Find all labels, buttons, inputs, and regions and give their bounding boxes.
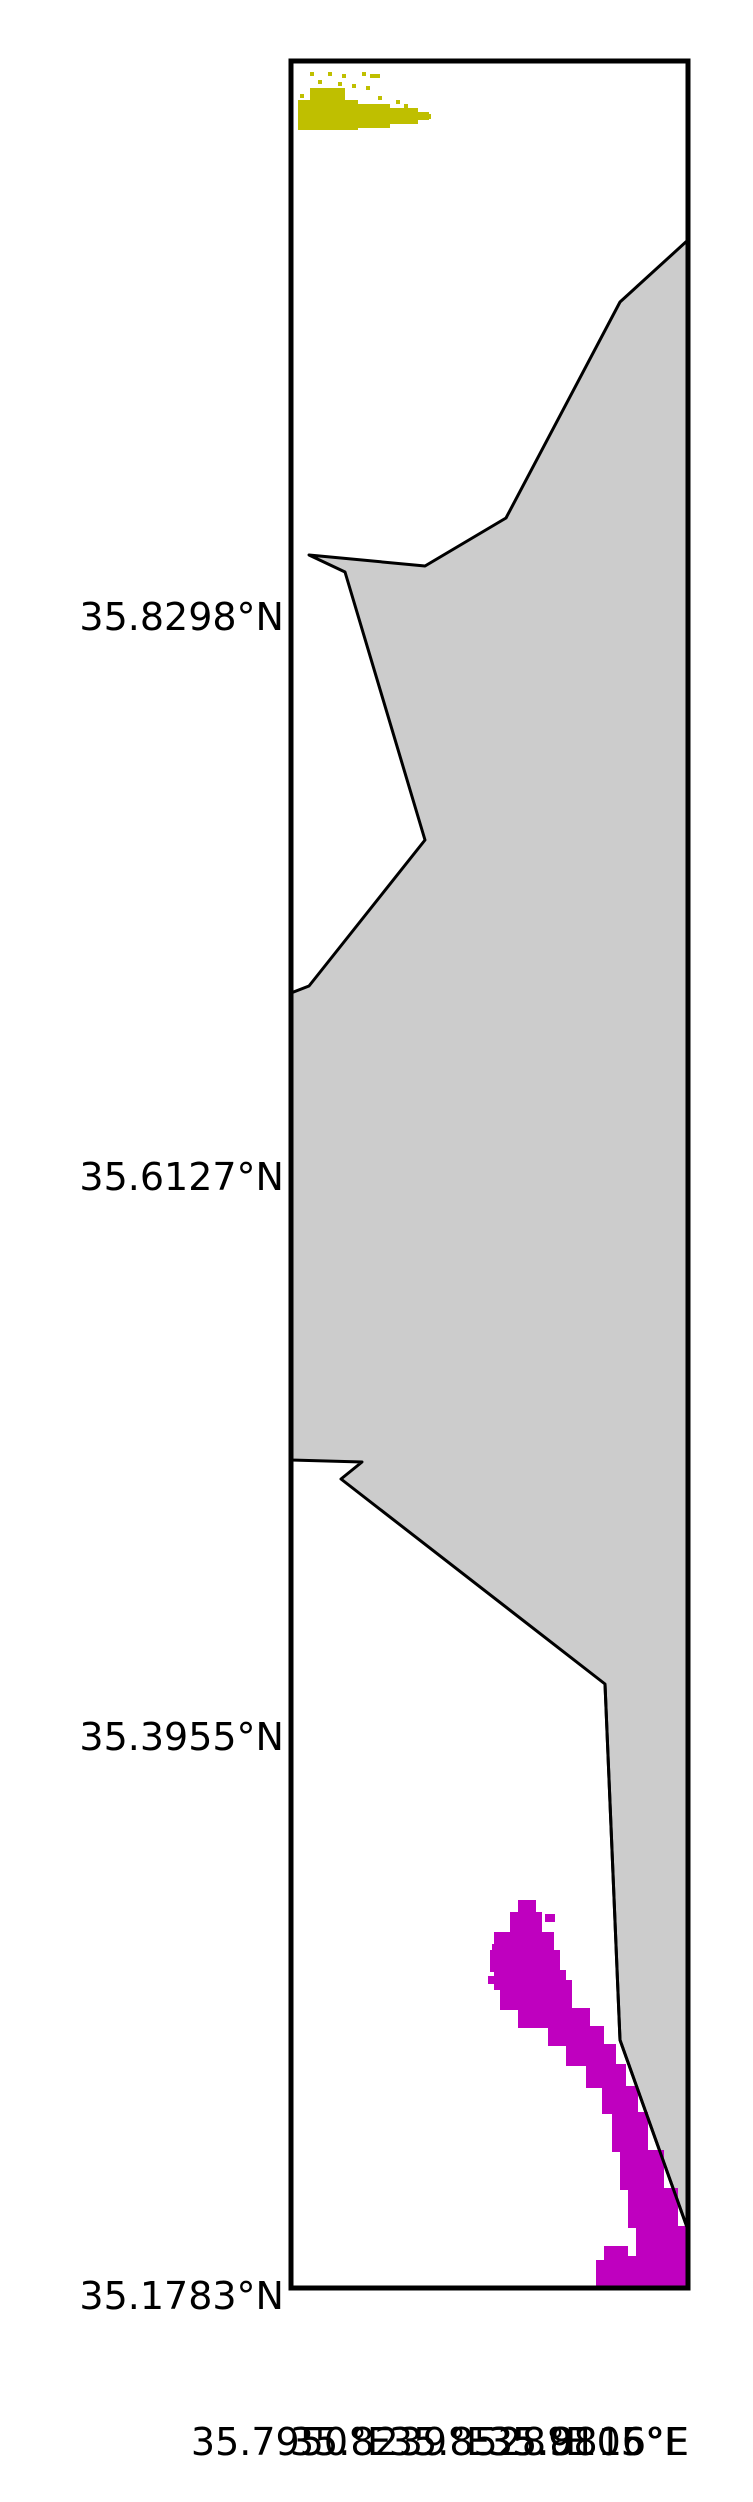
lon-tick-label-0: 35.7950°E bbox=[191, 2420, 391, 2464]
map-frame bbox=[288, 58, 691, 2291]
lat-tick-label-3: 35.1783°N bbox=[79, 2274, 284, 2318]
land-polygon bbox=[291, 238, 688, 2232]
cluster-south bbox=[488, 1900, 688, 2288]
lat-tick-label-0: 35.8298°N bbox=[79, 595, 284, 639]
lon-tick-label-4: 35.9105°E bbox=[488, 2420, 688, 2464]
lon-tick-label-1: 35.8239°E bbox=[290, 2420, 490, 2464]
coastline-south bbox=[603, 1683, 688, 2231]
lat-tick-label-2: 35.3955°N bbox=[79, 1715, 284, 1759]
cluster-north bbox=[298, 72, 431, 130]
lat-tick-label-1: 35.6127°N bbox=[79, 1155, 284, 1199]
lon-tick-label-2: 35.8528°E bbox=[389, 2420, 589, 2464]
lon-tick-label-3: 35.8816°E bbox=[489, 2420, 689, 2464]
